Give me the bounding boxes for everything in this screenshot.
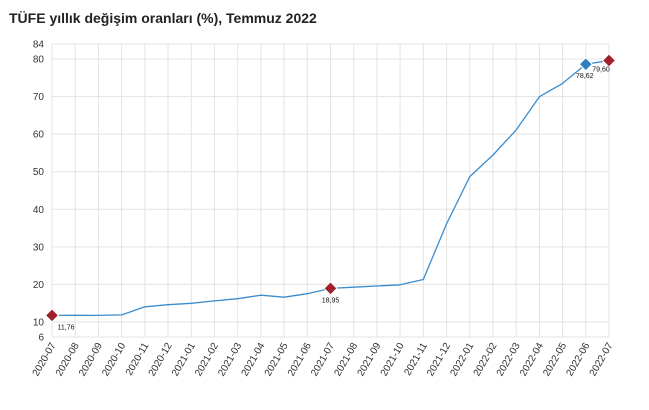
data-label: 79,60: [592, 67, 610, 74]
data-label: 18,95: [322, 297, 340, 304]
y-tick-label: 30: [33, 242, 45, 253]
y-tick-label: 70: [33, 92, 45, 103]
data-point-marker[interactable]: [578, 57, 593, 72]
data-point-marker[interactable]: [323, 281, 338, 296]
y-tick-label: 6: [38, 333, 44, 344]
chart-title: TÜFE yıllık değişim oranları (%), Temmuz…: [9, 10, 317, 26]
data-label: 78,62: [576, 73, 594, 80]
y-tick-label: 84: [33, 40, 45, 51]
y-tick-label: 60: [33, 130, 45, 141]
y-tick-label: 80: [33, 55, 45, 66]
data-label: 11,76: [58, 324, 75, 331]
y-tick-label: 10: [33, 317, 45, 328]
data-point-marker[interactable]: [601, 53, 617, 68]
data-point-marker[interactable]: [44, 308, 60, 323]
y-tick-label: 20: [33, 280, 45, 291]
y-tick-label: 50: [33, 167, 45, 178]
y-tick-label: 40: [33, 205, 45, 216]
